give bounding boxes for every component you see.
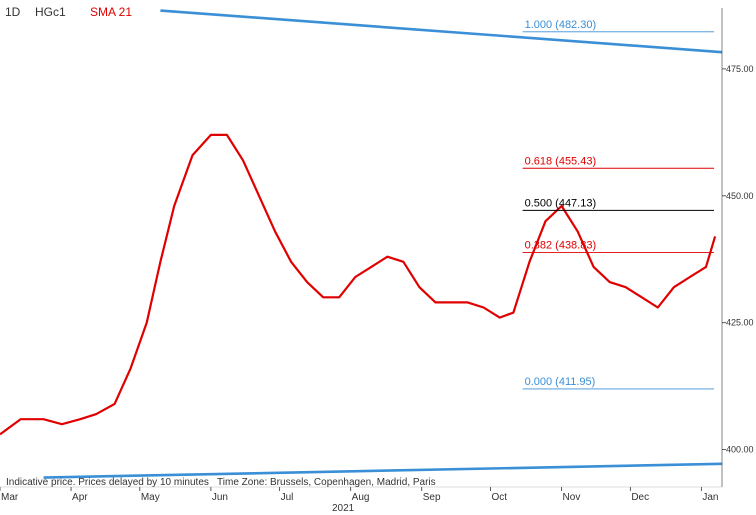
x-tick-label: Jun xyxy=(212,492,228,503)
footer-note: Indicative price. Prices delayed by 10 m… xyxy=(6,477,436,488)
x-tick-label: May xyxy=(141,492,160,503)
y-tick-label: 400.00 xyxy=(726,445,754,455)
sma-line xyxy=(0,133,717,436)
y-tick-label: 450.00 xyxy=(726,191,754,201)
x-tick-label: Sep xyxy=(423,492,441,503)
axes: 400.00 425.00 450.00 475.00 Mar Apr May Jun Jul A… xyxy=(0,8,754,503)
x-tick-label: Apr xyxy=(72,492,88,503)
fib-level-label: 1.000 (482.30) xyxy=(525,19,597,31)
indicator-legend: SMA 21 xyxy=(90,5,132,19)
x-tick-label: Jul xyxy=(281,492,294,503)
fib-level-label: 0.500 (447.13) xyxy=(525,197,597,209)
x-tick-label: Aug xyxy=(352,492,370,503)
x-tick-label: Mar xyxy=(1,492,19,503)
x-tick-label: Oct xyxy=(492,492,508,503)
fib-level-label: 0.382 (438.83) xyxy=(525,240,597,252)
support-trendline xyxy=(43,462,723,479)
x-tick-label: Jan xyxy=(702,492,718,503)
resistance-trendline xyxy=(160,9,723,54)
fib-level-label: 0.000 (411.95) xyxy=(525,376,596,388)
sma-series xyxy=(0,133,717,436)
trendlines xyxy=(43,9,723,479)
fibonacci-levels: 1.000 (482.30) 0.618 (455.43) 0.500 (447.1… xyxy=(522,19,714,390)
symbol-label: HGc1 xyxy=(35,5,66,19)
x-tick-label: Dec xyxy=(631,492,649,503)
interval-label: 1D xyxy=(5,5,21,19)
fib-level-label: 0.618 (455.43) xyxy=(525,155,597,167)
y-tick-label: 475.00 xyxy=(726,64,754,74)
year-label: 2021 xyxy=(332,503,355,514)
x-tick-label: Nov xyxy=(563,492,581,503)
y-tick-label: 425.00 xyxy=(726,318,754,328)
